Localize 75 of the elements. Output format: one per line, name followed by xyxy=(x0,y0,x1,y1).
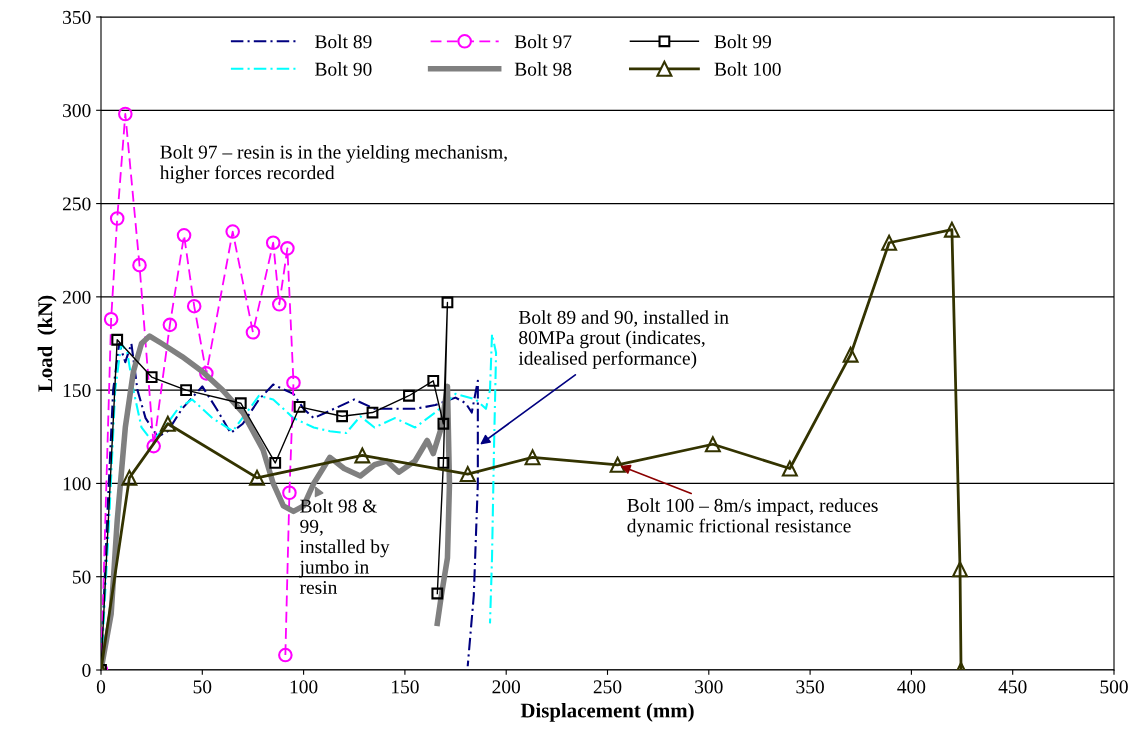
point xyxy=(366,406,379,419)
point xyxy=(121,469,138,486)
point xyxy=(781,460,798,477)
point xyxy=(293,401,306,413)
y-tick-label: 50 xyxy=(72,570,91,584)
y-tick-label: 200 xyxy=(62,290,91,304)
point xyxy=(180,384,192,397)
point xyxy=(403,389,415,402)
point xyxy=(282,485,297,501)
point xyxy=(336,410,348,423)
x-tick-label: 250 xyxy=(593,680,622,694)
x-tick-label: 500 xyxy=(1100,680,1128,694)
point xyxy=(111,333,124,346)
point xyxy=(118,106,133,122)
point xyxy=(524,449,541,466)
point xyxy=(952,561,969,578)
y-tick-label: 250 xyxy=(62,197,91,211)
point xyxy=(249,469,265,486)
y-tick-label: 0 xyxy=(82,663,91,677)
legend-label: Bolt 89 xyxy=(315,34,372,49)
point xyxy=(437,417,450,430)
point xyxy=(278,647,293,663)
point xyxy=(427,374,440,387)
annotation: Bolt 89 and 90, installed in 80MPa grout (indicates, idealised performance) xyxy=(518,310,729,369)
point xyxy=(609,456,626,473)
x-axis-title: Displacement (mm) xyxy=(520,702,694,722)
point xyxy=(280,241,295,256)
point xyxy=(437,457,450,469)
legend-label: Bolt 90 xyxy=(315,62,372,76)
point xyxy=(842,346,859,363)
annotation: Bolt 100 – 8m/s impact, reduces dynamic frictional resistance xyxy=(627,498,878,537)
point xyxy=(225,224,240,239)
point xyxy=(186,298,202,314)
x-tick-label: 150 xyxy=(392,680,419,694)
x-tick-label: 50 xyxy=(193,680,212,694)
point xyxy=(286,375,301,390)
legend-label: Bolt 99 xyxy=(714,34,771,49)
point xyxy=(199,366,214,381)
y-tick-label: 300 xyxy=(63,104,91,118)
point xyxy=(272,297,287,312)
x-tick-label: 100 xyxy=(290,680,318,694)
point xyxy=(234,397,247,410)
y-axis-title: Load (kN) xyxy=(37,295,57,392)
x-tick-label: 200 xyxy=(492,680,521,694)
x-tick-label: 300 xyxy=(695,680,723,694)
point xyxy=(109,211,125,226)
x-tick-label: 350 xyxy=(796,680,824,694)
point xyxy=(459,466,476,483)
point xyxy=(176,228,192,243)
x-tick-label: 450 xyxy=(998,680,1027,694)
legend-label: Bolt 97 xyxy=(514,34,572,49)
legend-label: Bolt 98 xyxy=(514,62,572,76)
y-tick-label: 350 xyxy=(63,10,91,24)
point xyxy=(431,587,444,600)
annotation: Bolt 98 & 99, installed by jumbo in resin xyxy=(298,498,390,594)
point xyxy=(132,257,147,273)
point xyxy=(245,325,261,340)
point xyxy=(269,457,282,469)
point xyxy=(162,317,178,333)
point xyxy=(943,221,960,238)
point xyxy=(881,234,898,251)
point xyxy=(354,447,371,464)
point xyxy=(159,415,176,432)
point xyxy=(146,438,161,454)
x-tick-label: 400 xyxy=(897,680,926,694)
y-tick-label: 100 xyxy=(63,477,91,491)
legend-label: Bolt 100 xyxy=(714,62,781,76)
point xyxy=(103,311,119,327)
point xyxy=(704,436,721,453)
x-tick-label: 0 xyxy=(96,680,106,694)
y-tick-label: 150 xyxy=(63,383,91,398)
annotation: Bolt 97 – resin is in the yielding mechanism, higher forces recorded xyxy=(159,144,507,184)
point xyxy=(145,371,158,383)
point xyxy=(441,296,454,309)
point xyxy=(265,235,281,251)
